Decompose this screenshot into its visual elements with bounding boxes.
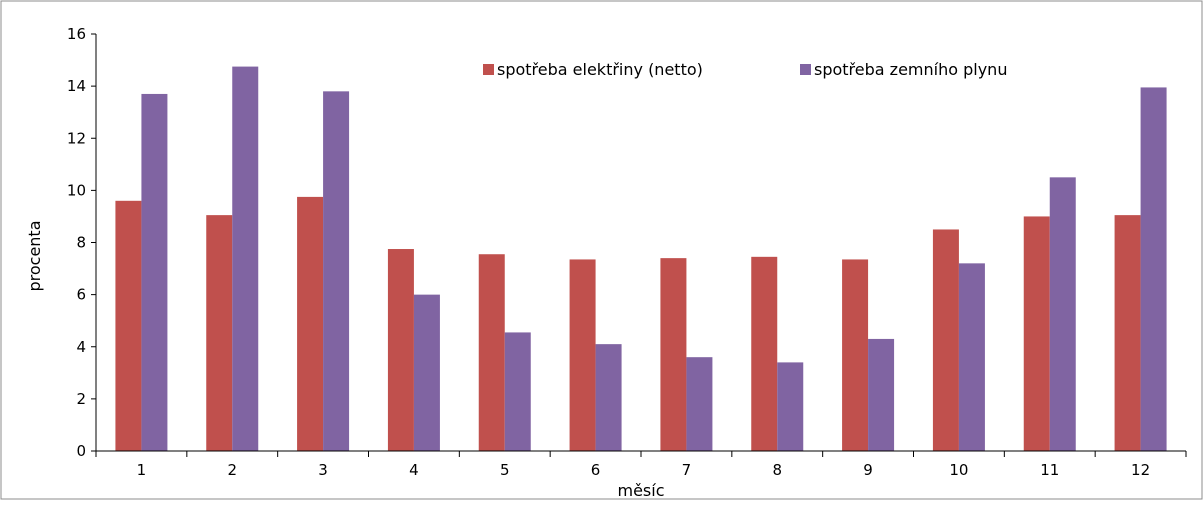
y-tick-label: 4 (76, 338, 86, 356)
bar-series-1-month-6 (569, 259, 596, 451)
bar-series-2-month-11 (1049, 177, 1076, 451)
bar-series-2-month-3 (323, 91, 350, 451)
y-tick-label: 2 (76, 390, 86, 408)
x-tick-label: 7 (682, 461, 692, 479)
bar-series-2-month-2 (232, 66, 259, 451)
bar-series-1-month-12 (1114, 215, 1141, 451)
bar-series-1-month-5 (478, 254, 505, 451)
y-tick-label: 12 (67, 129, 86, 147)
bar-series-1-month-1 (115, 200, 142, 451)
bar-series-2-month-8 (777, 362, 804, 451)
bar-series-1-month-2 (206, 215, 233, 451)
bar-series-1-month-4 (387, 249, 414, 451)
bar-series-1-month-10 (932, 229, 959, 451)
y-tick-label: 14 (67, 77, 86, 95)
legend-label-series-2: spotřeba zemního plynu (814, 60, 1007, 79)
y-tick-label: 8 (76, 234, 86, 252)
bar-series-2-month-10 (958, 263, 985, 451)
bar-series-2-month-5 (504, 332, 531, 451)
x-tick-label: 4 (409, 461, 419, 479)
y-tick-label: 6 (76, 286, 86, 304)
x-tick-label: 8 (772, 461, 782, 479)
bar-series-2-month-4 (413, 294, 440, 452)
y-tick-label: 10 (67, 181, 86, 199)
bar-series-2-month-12 (1140, 87, 1167, 452)
legend: spotřeba elektřiny (netto) spotřeba zemní… (470, 56, 1007, 90)
bar-series-2-month-7 (686, 357, 713, 451)
x-tick-label: 6 (591, 461, 601, 479)
x-tick-label: 9 (863, 461, 873, 479)
legend-swatch-series-1 (483, 64, 494, 75)
bar-series-1-month-8 (751, 256, 778, 451)
bar-series-1-month-7 (660, 258, 687, 451)
bar-series-2-month-9 (868, 338, 895, 451)
bar-series-1-month-3 (297, 196, 324, 451)
bar-series-2-month-1 (141, 93, 168, 451)
y-tick-label: 0 (76, 442, 86, 460)
legend-swatch-series-2 (800, 64, 811, 75)
x-axis-title: měsíc (617, 481, 664, 500)
x-tick-label: 12 (1131, 461, 1150, 479)
legend-label-series-1: spotřeba elektřiny (netto) (497, 60, 703, 79)
y-axis-title: procenta (25, 220, 44, 291)
x-tick-label: 2 (227, 461, 237, 479)
bar-series-2-month-6 (595, 344, 622, 451)
x-tick-label: 1 (137, 461, 147, 479)
x-tick-label: 3 (318, 461, 328, 479)
bar-series-1-month-9 (842, 259, 869, 451)
bars-layer (115, 66, 1167, 452)
x-tick-label: 11 (1040, 461, 1059, 479)
bar-series-1-month-11 (1023, 216, 1050, 451)
x-tick-label: 5 (500, 461, 510, 479)
y-tick-label: 16 (67, 25, 86, 43)
x-tick-label: 10 (949, 461, 968, 479)
legend-background (470, 56, 910, 90)
